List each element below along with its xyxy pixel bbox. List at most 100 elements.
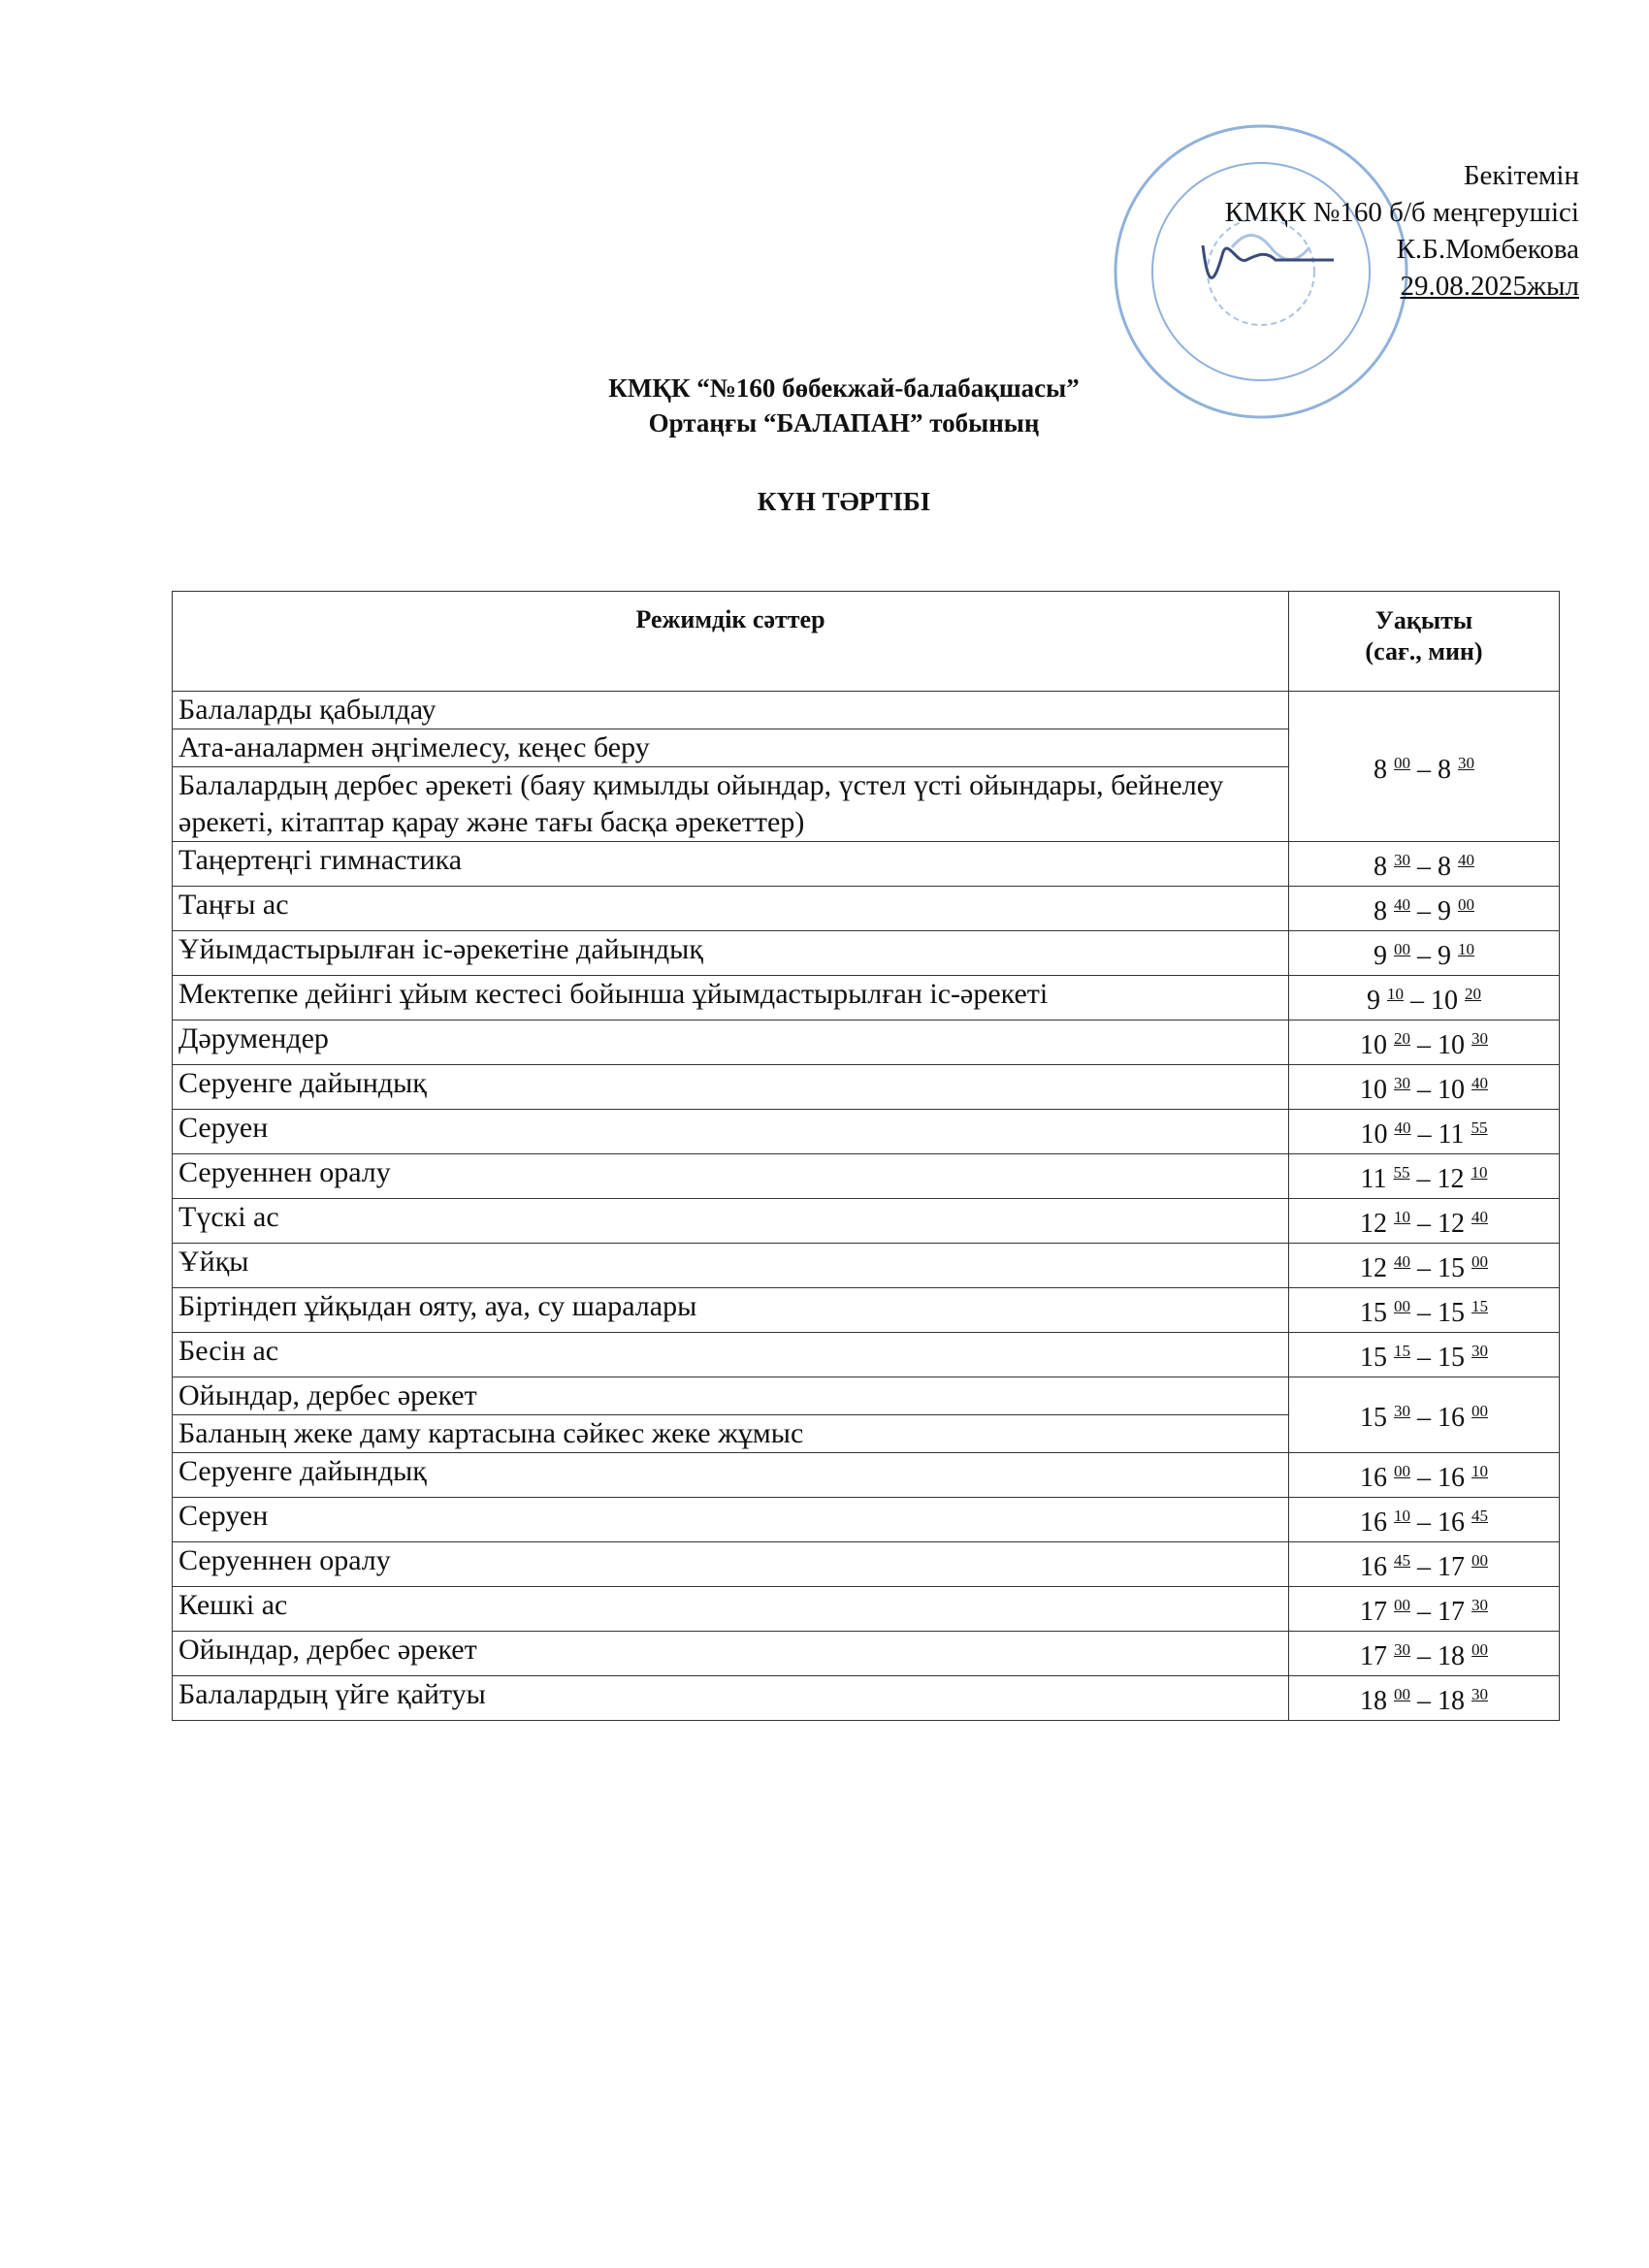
time-minutes: 40 xyxy=(1394,1118,1411,1137)
title-line: Ортаңғы “БАЛАПАН” тобының xyxy=(648,408,1040,437)
time-cell: 17 00 – 17 30 xyxy=(1288,1586,1560,1632)
column-header: Уақыты (сағ., мин) xyxy=(1288,591,1560,692)
table-row: Серуен 10 40 – 11 55 xyxy=(172,1109,1560,1154)
title: КМҚК “№160 бөбекжай-балабақшасы” Ортаңғы… xyxy=(0,371,1649,440)
time-part: – xyxy=(1417,1209,1431,1239)
time-part: – xyxy=(1417,1298,1431,1328)
time-cell: 16 00 – 16 10 xyxy=(1288,1452,1560,1498)
activity-cell: Біртіндеп ұйқыдан ояту, ауа, су шаралары xyxy=(172,1287,1289,1333)
time-minutes: 20 xyxy=(1394,1029,1410,1048)
time-part: 10 xyxy=(1431,986,1458,1016)
time-minutes: 00 xyxy=(1394,1596,1410,1614)
table-row: Таңғы ас 8 40 – 9 00 xyxy=(172,886,1560,931)
activity-cell: Балалардың үйге қайтуы xyxy=(172,1675,1289,1721)
activity-cell: Бесін ас xyxy=(172,1332,1289,1377)
time-part: – xyxy=(1417,1253,1431,1283)
time-minutes: 00 xyxy=(1394,753,1410,772)
time-part: 8 xyxy=(1438,754,1451,785)
time-part: 9 xyxy=(1374,941,1387,971)
time-minutes: 00 xyxy=(1394,940,1410,958)
activity-cell: Дәрумендер xyxy=(172,1020,1289,1065)
time-part: 10 xyxy=(1438,1030,1465,1060)
time-part: 16 xyxy=(1360,1552,1387,1582)
time-minutes: 30 xyxy=(1394,1402,1410,1420)
heading: КҮН ТӘРТІБІ xyxy=(757,487,931,516)
table-row: Ойындар, дербес әрекет 17 30 – 18 00 xyxy=(172,1631,1560,1676)
time-part: – xyxy=(1416,1164,1431,1194)
time-minutes: 55 xyxy=(1393,1163,1410,1182)
table-row: Түскі ас 12 10 – 12 40 xyxy=(172,1198,1560,1244)
time-part: 12 xyxy=(1437,1164,1465,1194)
time-part: – xyxy=(1417,941,1431,971)
time-minutes: 00 xyxy=(1471,1640,1488,1659)
time-cell: 12 40 – 15 00 xyxy=(1288,1243,1560,1288)
time-minutes: 30 xyxy=(1394,851,1410,869)
time-cell: 9 10 – 10 20 xyxy=(1288,975,1560,1021)
activity-cell: Таңғы ас xyxy=(172,886,1289,931)
table-row: Ұйқы 12 40 – 15 00 xyxy=(172,1243,1560,1288)
activity-cell: Балалардың дербес әрекеті (баяу қимылды … xyxy=(172,766,1289,842)
time-part: 10 xyxy=(1360,1030,1387,1060)
table-row: Мектепке дейінгі ұйым кестесі бойынша ұй… xyxy=(172,975,1560,1021)
time-part: 11 xyxy=(1360,1164,1387,1194)
table-row: Дәрумендер 10 20 – 10 30 xyxy=(172,1020,1560,1065)
activity-cell: Серуен xyxy=(172,1109,1289,1154)
time-part: – xyxy=(1417,754,1431,785)
time-minutes: 30 xyxy=(1471,1342,1488,1360)
time-part: 16 xyxy=(1438,1403,1465,1433)
time-minutes: 45 xyxy=(1471,1507,1488,1525)
time-cell: 10 20 – 10 30 xyxy=(1288,1020,1560,1065)
table-row: Бесін ас 15 15 – 15 30 xyxy=(172,1332,1560,1377)
title-line: КМҚК “№160 бөбекжай-балабақшасы” xyxy=(608,373,1080,403)
approval-block: Бекітемін КМҚК №160 б/б меңгерушісі К.Б.… xyxy=(1225,157,1579,305)
activity-cell: Серуеннен оралу xyxy=(172,1153,1289,1199)
time-part: – xyxy=(1417,1119,1432,1150)
approval-line: Бекітемін xyxy=(1463,160,1579,191)
time-minutes: 20 xyxy=(1465,985,1481,1003)
time-minutes: 15 xyxy=(1471,1297,1488,1315)
time-minutes: 40 xyxy=(1394,1252,1410,1271)
time-minutes: 10 xyxy=(1458,940,1474,958)
time-cell: 18 00 – 18 30 xyxy=(1288,1675,1560,1721)
table-row: Біртіндеп ұйқыдан ояту, ауа, су шаралары… xyxy=(172,1287,1560,1333)
time-part: 18 xyxy=(1438,1686,1465,1716)
column-header: Режимдік сәттер xyxy=(172,591,1289,692)
time-minutes: 30 xyxy=(1471,1685,1488,1703)
time-part: 16 xyxy=(1438,1507,1465,1538)
time-part: 10 xyxy=(1360,1119,1388,1150)
time-cell: 16 10 – 16 45 xyxy=(1288,1497,1560,1542)
time-part: 15 xyxy=(1360,1403,1387,1433)
time-cell: 9 00 – 9 10 xyxy=(1288,930,1560,976)
table-row: Серуеннен оралу 16 45 – 17 00 xyxy=(172,1541,1560,1587)
time-minutes: 00 xyxy=(1458,895,1474,914)
time-minutes: 10 xyxy=(1471,1462,1488,1480)
activity-cell: Балаларды қабылдау xyxy=(172,691,1289,729)
time-part: – xyxy=(1417,1403,1431,1433)
time-minutes: 10 xyxy=(1387,985,1404,1003)
time-part: 8 xyxy=(1438,852,1451,882)
time-part: – xyxy=(1417,1030,1431,1060)
time-part: – xyxy=(1417,1641,1431,1671)
time-part: 18 xyxy=(1360,1686,1387,1716)
time-part: 15 xyxy=(1360,1298,1387,1328)
time-part: 17 xyxy=(1360,1597,1387,1627)
time-minutes: 30 xyxy=(1458,753,1474,772)
time-cell: 8 30 – 8 40 xyxy=(1288,841,1560,887)
time-minutes: 40 xyxy=(1471,1074,1488,1092)
activity-cell: Баланың жеке даму картасына сәйкес жеке … xyxy=(172,1414,1289,1453)
time-part: 17 xyxy=(1438,1597,1465,1627)
time-cell: 15 00 – 15 15 xyxy=(1288,1287,1560,1333)
time-minutes: 00 xyxy=(1471,1252,1488,1271)
time-part: – xyxy=(1417,852,1431,882)
table-row: Серуенге дайындық 16 00 – 16 10 xyxy=(172,1452,1560,1498)
activity-cell: Түскі ас xyxy=(172,1198,1289,1244)
time-part: 8 xyxy=(1374,896,1387,926)
time-part: 15 xyxy=(1360,1343,1387,1373)
time-minutes: 55 xyxy=(1471,1118,1488,1137)
time-part: – xyxy=(1417,1463,1431,1493)
activity-cell: Кешкі ас xyxy=(172,1586,1289,1632)
activity-cell: Серуен xyxy=(172,1497,1289,1542)
time-cell: 12 10 – 12 40 xyxy=(1288,1198,1560,1244)
column-header-text: (сағ., мин) xyxy=(1365,637,1483,665)
